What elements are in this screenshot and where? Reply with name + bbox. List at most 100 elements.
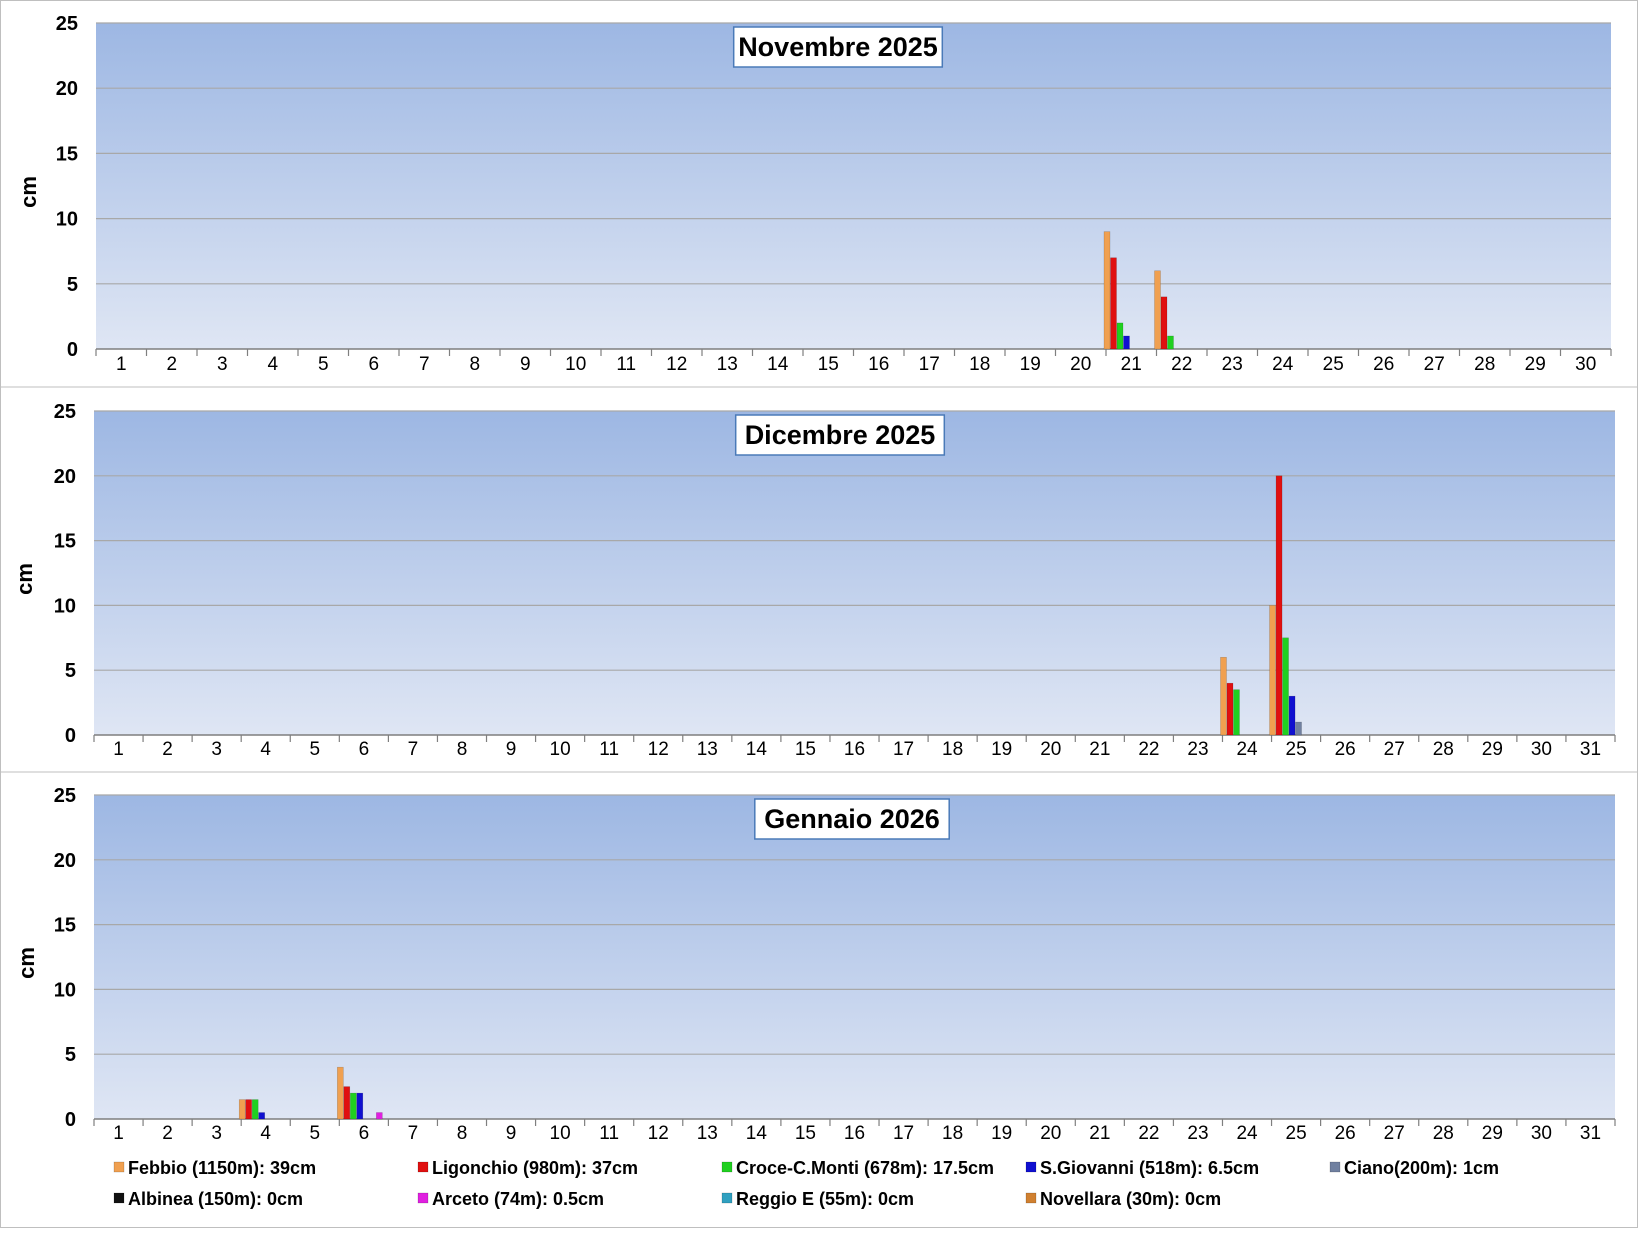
plot-area	[96, 23, 1611, 349]
x-tick-label: 18	[942, 739, 963, 760]
x-tick-label: 3	[211, 739, 222, 760]
bar-day-6-series-0	[337, 1066, 344, 1120]
x-tick-label: 24	[1272, 354, 1294, 375]
legend-label: Novellara (30m): 0cm	[1040, 1189, 1221, 1209]
x-tick-label: 2	[162, 1123, 173, 1144]
chart-title-box	[734, 414, 946, 456]
y-tick-label: 10	[54, 595, 76, 617]
x-tick-label: 13	[717, 354, 738, 375]
y-tick-label: 5	[65, 1044, 76, 1066]
x-tick-label: 22	[1138, 1123, 1159, 1144]
y-tick-label: 10	[54, 979, 76, 1001]
x-tick-label: 22	[1138, 739, 1159, 760]
x-tick-label: 23	[1187, 1123, 1208, 1144]
y-tick-label: 5	[67, 274, 78, 296]
x-tick-label: 26	[1335, 1123, 1356, 1144]
legend-label: Croce-C.Monti (678m): 17.5cm	[736, 1158, 994, 1178]
x-tick-label: 25	[1286, 1123, 1307, 1144]
x-tick-label: 19	[991, 1123, 1012, 1144]
legend-swatch	[1329, 1161, 1341, 1173]
x-tick-label: 27	[1424, 354, 1445, 375]
bar-day-24-series-0	[1220, 656, 1227, 736]
x-tick-label: 5	[310, 739, 321, 760]
x-tick-label: 23	[1187, 739, 1208, 760]
bar-day-24-series-1	[1226, 682, 1234, 736]
x-tick-label: 21	[1121, 354, 1142, 375]
x-tick-label: 13	[697, 1123, 718, 1144]
bar-day-21-series-0	[1103, 231, 1111, 350]
x-tick-label: 7	[419, 354, 430, 375]
chart-title: Gennaio 2026	[764, 804, 940, 834]
legend-label: Febbio (1150m): 39cm	[128, 1158, 316, 1178]
legend-swatch	[417, 1161, 429, 1173]
x-tick-label: 19	[991, 739, 1012, 760]
x-tick-label: 5	[318, 354, 329, 375]
bar-day-25-series-0	[1269, 605, 1276, 736]
x-tick-label: 1	[113, 1123, 124, 1144]
x-tick-label: 7	[408, 1123, 419, 1144]
x-tick-label: 19	[1020, 354, 1041, 375]
x-tick-label: 12	[648, 739, 669, 760]
y-tick-label: 0	[65, 1109, 76, 1131]
x-tick-label: 21	[1089, 739, 1110, 760]
x-tick-label: 8	[457, 739, 468, 760]
x-tick-label: 25	[1286, 739, 1307, 760]
x-tick-label: 20	[1070, 354, 1091, 375]
y-axis-label: cm	[14, 947, 39, 979]
x-tick-label: 16	[844, 739, 865, 760]
x-tick-label: 1	[116, 354, 127, 375]
x-tick-label: 10	[565, 354, 586, 375]
x-tick-label: 1	[113, 739, 124, 760]
x-tick-label: 9	[506, 1123, 517, 1144]
bar-day-22-series-2	[1167, 335, 1174, 350]
plot-area	[94, 411, 1615, 735]
x-tick-label: 11	[599, 739, 619, 760]
bar-day-21-series-3	[1123, 335, 1130, 350]
x-tick-label: 8	[469, 354, 480, 375]
x-tick-label: 9	[506, 739, 517, 760]
x-tick-label: 3	[217, 354, 228, 375]
x-tick-label: 22	[1171, 354, 1192, 375]
bar-day-6-series-3	[356, 1092, 364, 1120]
x-tick-label: 23	[1222, 354, 1243, 375]
x-tick-label: 18	[969, 354, 990, 375]
x-tick-label: 7	[408, 739, 419, 760]
legend-swatch	[1025, 1192, 1037, 1204]
y-tick-label: 25	[56, 13, 78, 35]
x-tick-label: 28	[1474, 354, 1495, 375]
bar-day-25-series-1	[1275, 475, 1283, 736]
bar-day-4-series-3	[258, 1112, 265, 1120]
x-tick-label: 29	[1525, 354, 1546, 375]
legend-label: Albinea (150m): 0cm	[128, 1189, 303, 1209]
bar-day-22-series-0	[1154, 270, 1161, 350]
legend-swatch	[721, 1192, 733, 1204]
bar-day-4-series-0	[238, 1099, 246, 1120]
y-axis-label: cm	[16, 176, 41, 208]
x-tick-label: 12	[666, 354, 687, 375]
x-tick-label: 6	[359, 1123, 370, 1144]
x-tick-label: 15	[795, 739, 816, 760]
x-tick-label: 24	[1236, 739, 1258, 760]
chart-title-box	[732, 26, 944, 68]
x-tick-label: 4	[267, 354, 278, 375]
x-tick-label: 14	[746, 1123, 768, 1144]
x-tick-label: 27	[1384, 739, 1405, 760]
x-tick-label: 2	[162, 739, 173, 760]
y-tick-label: 20	[54, 466, 76, 488]
legend-swatch	[113, 1161, 125, 1173]
bar-day-4-series-2	[251, 1099, 259, 1120]
x-tick-label: 15	[818, 354, 839, 375]
chart-title-box	[754, 798, 950, 840]
y-tick-label: 15	[54, 915, 76, 937]
bar-day-6-series-2	[350, 1092, 357, 1120]
x-tick-label: 2	[166, 354, 177, 375]
legend-label: Ciano(200m): 1cm	[1344, 1158, 1499, 1178]
x-tick-label: 17	[919, 354, 940, 375]
chart-title: Novembre 2025	[738, 32, 938, 62]
bar-day-24-series-2	[1233, 689, 1240, 736]
bar-day-25-series-4	[1295, 721, 1302, 736]
bar-day-21-series-1	[1110, 257, 1117, 350]
